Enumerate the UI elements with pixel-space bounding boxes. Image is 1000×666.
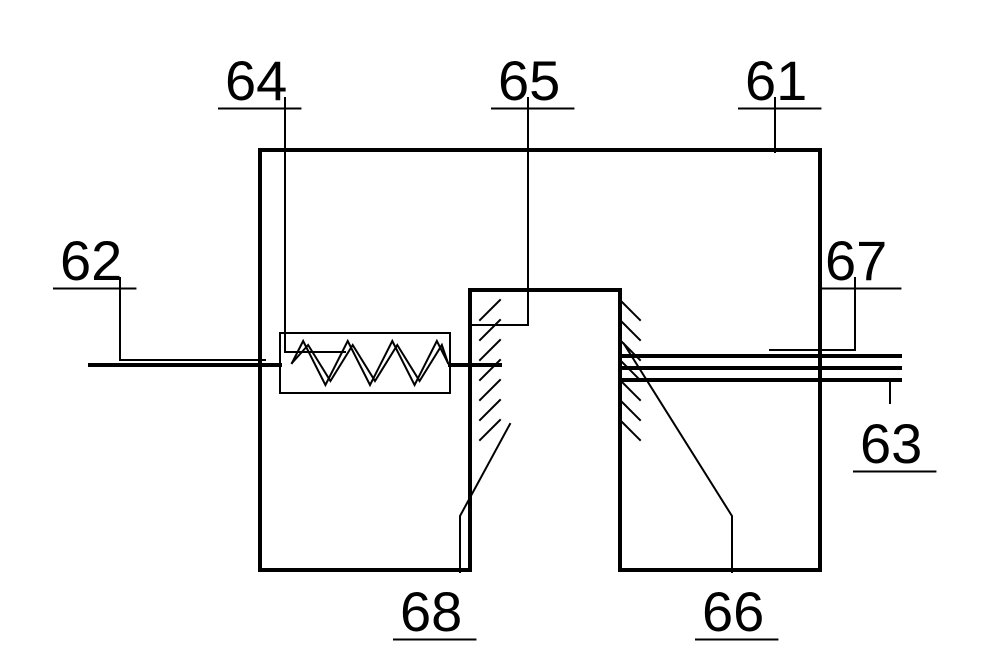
label-67-text: 67 (825, 229, 887, 292)
label-63-text: 63 (860, 412, 922, 475)
spring-zigzag (292, 341, 448, 385)
label-64: 64 (219, 49, 345, 352)
label-66-text: 66 (702, 580, 764, 643)
label-63: 63 (815, 380, 935, 475)
label-64-text: 64 (225, 49, 287, 112)
label-62-text: 62 (60, 229, 122, 292)
label-68: 68 (394, 424, 510, 643)
leader-63 (815, 380, 890, 403)
label-61: 61 (739, 49, 820, 152)
hatch-left (480, 300, 500, 440)
label-62: 62 (54, 229, 265, 360)
leader-62 (120, 278, 265, 360)
label-65-text: 65 (498, 49, 560, 112)
leader-64 (285, 98, 345, 352)
label-61-text: 61 (745, 49, 807, 112)
label-68-text: 68 (400, 580, 462, 643)
label-66: 66 (624, 344, 777, 643)
label-67: 67 (770, 229, 900, 350)
schematic-diagram: 61 62 63 64 65 66 67 68 (0, 0, 1000, 666)
leader-68 (460, 424, 510, 572)
label-65: 65 (472, 49, 573, 325)
